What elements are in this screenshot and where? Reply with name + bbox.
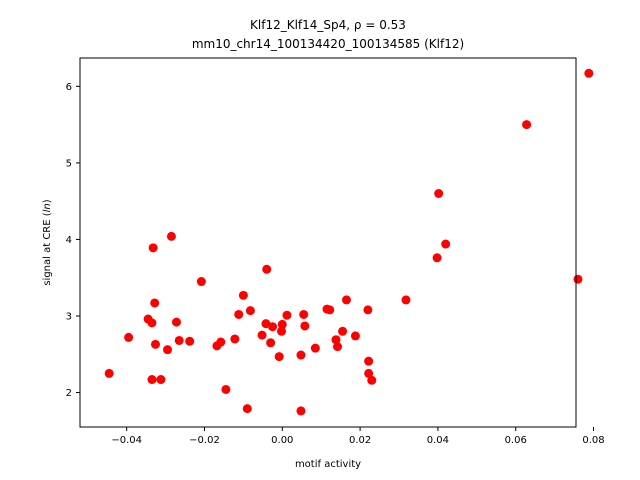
data-point-27 [268,322,278,332]
y-tick-label-1: 3 [66,311,72,322]
data-point-17 [221,384,231,394]
data-point-51 [441,239,451,249]
data-point-11 [171,317,181,327]
data-point-36 [310,343,320,353]
plot-area-frame [79,57,577,428]
data-point-53 [573,274,583,284]
data-point-45 [364,356,374,366]
x-tick-label-1: −0.02 [189,435,220,446]
data-point-0 [104,368,114,378]
data-point-18 [230,334,240,344]
x-tick-label-0: −0.04 [111,435,142,446]
data-point-23 [257,330,267,340]
data-point-26 [266,338,276,348]
x-tick-label-6: 0.08 [582,435,604,446]
data-point-28 [274,352,284,362]
data-point-38 [325,305,335,315]
data-point-10 [166,231,176,241]
y-axis-label-prefix: signal at CRE ( [42,212,53,285]
data-point-6 [150,298,160,308]
x-axis-label: motif activity [295,459,361,470]
data-point-25 [262,264,272,274]
data-point-43 [350,331,360,341]
data-point-34 [299,309,309,319]
data-point-52 [522,120,532,130]
data-point-19 [234,309,244,319]
data-point-8 [156,375,166,385]
data-point-48 [401,295,411,305]
y-tick-label-3: 5 [66,158,72,169]
y-tick-label-0: 2 [66,388,72,399]
data-point-13 [185,336,195,346]
data-point-31 [282,310,292,320]
data-point-9 [163,345,173,355]
data-point-50 [434,189,444,198]
chart-title-line1: Klf12_Klf14_Sp4, ρ = 0.53 [250,18,406,32]
data-point-22 [245,306,255,316]
y-tick-label-2: 4 [66,235,72,246]
data-point-47 [367,375,377,385]
data-points [104,68,594,416]
data-point-49 [432,253,442,263]
x-tick-label-5: 0.06 [505,435,527,446]
data-point-3 [147,318,157,328]
x-axis-ticks: −0.04 −0.02 0.00 0.02 0.04 0.06 0.08 [111,427,605,446]
chart-title-line2: mm10_chr14_100134420_100134585 (Klf12) [192,37,464,51]
y-tick-label-4: 6 [66,82,72,93]
data-point-39 [331,335,341,345]
x-tick-label-2: 0.00 [271,435,293,446]
data-point-41 [338,326,348,336]
data-point-5 [148,243,158,253]
data-point-30 [277,319,287,329]
x-tick-label-4: 0.04 [427,435,449,446]
data-point-20 [238,290,248,300]
data-point-54 [584,68,594,78]
data-point-21 [242,404,252,414]
y-axis-ticks: 2 3 4 5 6 [66,82,80,399]
data-point-42 [341,295,351,305]
data-point-46 [364,368,374,378]
data-point-12 [174,335,184,345]
data-point-35 [300,321,310,331]
data-point-7 [150,339,160,349]
y-axis-label-italic: ln [42,203,53,212]
data-point-32 [296,406,306,416]
data-point-40 [333,342,343,352]
data-point-33 [296,350,306,360]
x-tick-label-3: 0.02 [349,435,371,446]
data-point-1 [124,332,134,342]
data-point-29 [277,326,287,336]
data-point-44 [363,305,373,315]
y-axis-label: signal at CRE (ln) [42,199,53,285]
y-axis-label-suffix: ) [42,199,53,203]
data-point-14 [196,277,206,287]
data-point-4 [147,375,157,385]
data-point-16 [216,337,226,347]
